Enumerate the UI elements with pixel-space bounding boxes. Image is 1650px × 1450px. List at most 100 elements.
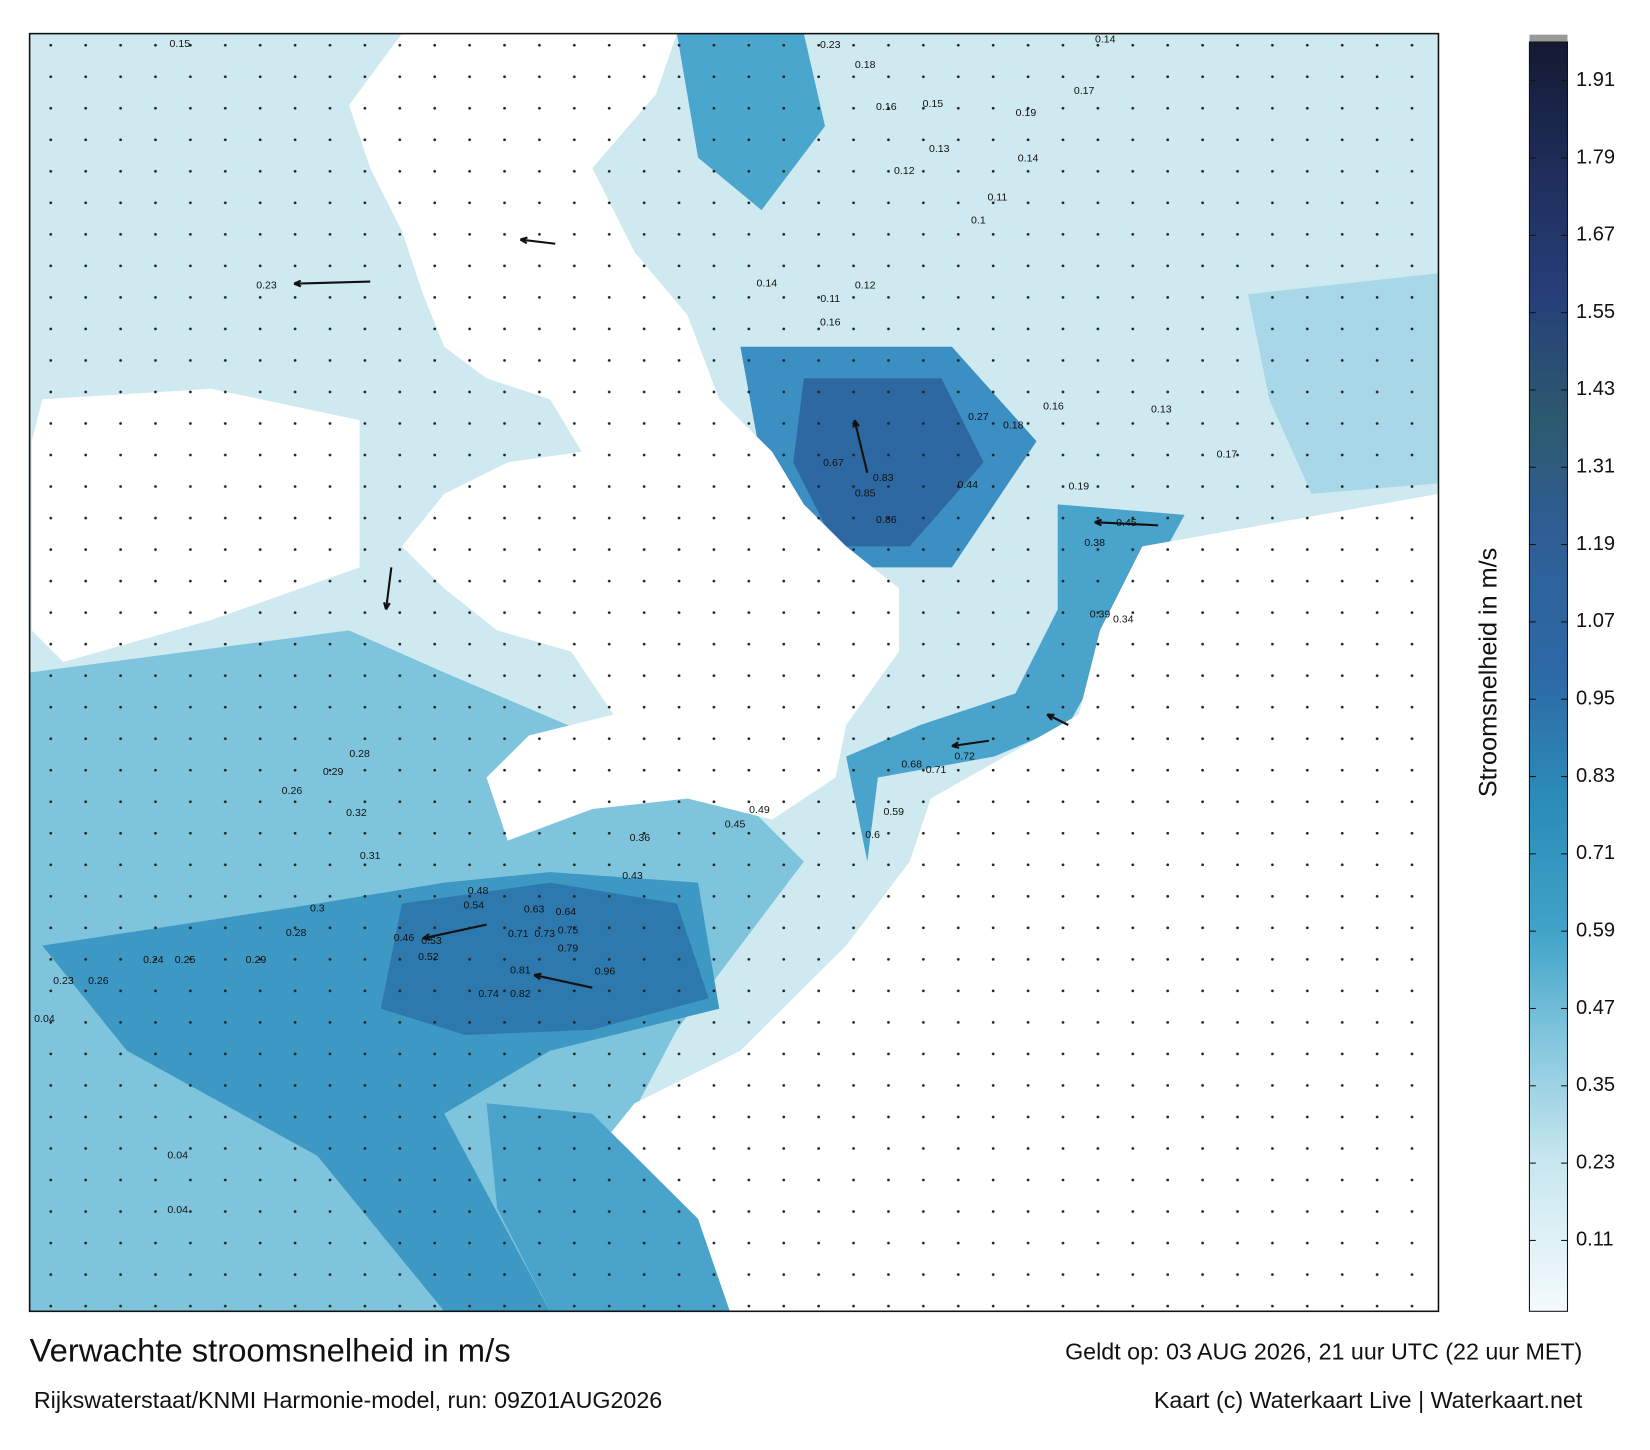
speed-label: 0.12 [894, 165, 915, 177]
current-arrow [422, 923, 487, 940]
speed-label: 0.81 [510, 965, 531, 977]
arrow-head [422, 933, 431, 941]
speed-label: 0.63 [524, 904, 545, 916]
current-arrow [1046, 713, 1069, 726]
speed-label: 0.6 [865, 829, 880, 841]
speed-label: 0.96 [595, 966, 616, 978]
speed-label: 0.82 [510, 988, 531, 1000]
speed-label: 0.45 [725, 819, 746, 831]
speed-label: 0.04 [167, 1204, 188, 1216]
speed-label: 0.79 [558, 943, 579, 955]
speed-label: 0.13 [929, 143, 950, 155]
speed-label: 0.04 [34, 1013, 55, 1025]
speed-label: 0.43 [622, 870, 643, 882]
colorbar-tick-label: 0.11 [1576, 1229, 1614, 1251]
speed-label: 0.31 [360, 850, 381, 862]
speed-label: 0.14 [1018, 152, 1039, 164]
arrow-head [951, 741, 960, 749]
colorbar-tick-label: 0.47 [1576, 997, 1615, 1019]
speed-label: 0.59 [883, 806, 904, 818]
map-frame [28, 32, 1440, 1313]
speed-label: 0.17 [1217, 449, 1238, 461]
speed-label: 0.36 [630, 832, 651, 844]
source: Rijkswaterstaat/KNMI Harmonie-model, run… [34, 1387, 662, 1413]
colorbar-tick-label: 0.95 [1576, 688, 1615, 710]
colorbar-tick-label: 0.59 [1576, 920, 1615, 942]
colorbar-tick-label: 0.71 [1576, 842, 1615, 864]
speed-label: 0.52 [418, 951, 439, 963]
colorbar-tick-label: 1.43 [1576, 378, 1615, 400]
colorbar-tick-label: 1.91 [1576, 69, 1615, 91]
colorbar-tick-label: 0.23 [1576, 1151, 1615, 1173]
speed-label: 0.29 [246, 954, 267, 966]
speed-label: 0.71 [926, 764, 947, 776]
speed-label: 0.14 [757, 277, 778, 289]
colorbar-tick-label: 1.31 [1576, 456, 1615, 478]
speed-label: 0.04 [167, 1150, 188, 1162]
speed-label: 0.27 [968, 411, 989, 423]
speed-label: 0.15 [923, 98, 944, 110]
current-arrow [385, 567, 393, 610]
title: Verwachte stroomsnelheid in m/s [30, 1332, 511, 1369]
speed-label: 0.16 [820, 316, 841, 328]
arrow-head [293, 279, 302, 288]
speed-label: 0.18 [855, 59, 876, 71]
current-arrow [520, 238, 556, 245]
speed-label: 0.86 [876, 514, 897, 526]
speed-label: 0.32 [346, 807, 367, 819]
speed-label: 0.23 [820, 39, 841, 51]
current-arrow [294, 280, 371, 285]
speed-label: 0.28 [349, 748, 370, 760]
speed-label: 0.23 [53, 975, 74, 987]
speed-label: 0.13 [1151, 404, 1172, 416]
arrow-head [383, 602, 391, 610]
speed-label: 0.44 [958, 479, 979, 491]
current-arrow [951, 739, 990, 748]
speed-label: 0.34 [1113, 614, 1134, 626]
speed-label: 0.73 [534, 928, 555, 940]
speed-label: 0.68 [901, 759, 922, 771]
current-arrow [1094, 521, 1159, 527]
speed-label: 0.71 [508, 928, 529, 940]
speed-label: 0.15 [170, 38, 191, 50]
speed-label: 0.54 [464, 900, 485, 912]
speed-label: 0.49 [749, 804, 770, 816]
speed-label: 0.24 [143, 954, 164, 966]
arrow-head [852, 419, 860, 428]
colorbar-label: Stroomsnelheid in m/s [1475, 548, 1503, 797]
speed-label: 0.72 [954, 750, 975, 762]
colorbar-tick-label: 0.83 [1576, 765, 1615, 787]
colorbar-ticks: 0.11 0.23 0.35 0.47 0.59 0.71 0.83 0.95 1.07 1.19… [1529, 69, 1615, 1251]
colorbar-tick-label: 1.79 [1576, 146, 1615, 168]
arrow-head [1046, 713, 1055, 721]
current-arrows [293, 236, 1159, 989]
arrow-head [533, 972, 542, 981]
speed-label: 0.53 [421, 935, 442, 947]
speed-label: 0.19 [1016, 107, 1037, 119]
speed-label: 0.64 [556, 906, 577, 918]
colorbar-tick-label: 1.55 [1576, 301, 1615, 323]
speed-label: 0.48 [468, 885, 489, 897]
speed-label: 0.85 [855, 488, 876, 500]
speed-label: 0.3 [310, 903, 325, 915]
speed-label: 0.17 [1074, 85, 1095, 97]
speed-label: 0.74 [478, 988, 499, 1000]
speed-label: 0.25 [175, 954, 196, 966]
speed-label: 0.16 [876, 101, 897, 113]
speed-label: 0.83 [873, 472, 894, 484]
colorbar-tick-label: 1.67 [1576, 224, 1615, 246]
current-arrow [853, 420, 869, 474]
speed-label: 0.12 [855, 280, 876, 292]
valid-time: Geldt op: 03 AUG 2026, 21 uur UTC (22 uu… [1065, 1339, 1582, 1365]
colorbar-tick-label: 1.07 [1576, 610, 1615, 632]
map-area: 0.15 0.23 0.45 0.67 0.83 0.85 0.86 0.27 0.44 0.71… [29, 33, 1439, 1312]
speed-label: 0.26 [88, 975, 109, 987]
speed-label: 0.1 [971, 214, 986, 226]
arrow-head [519, 236, 528, 245]
current-vectors [29, 33, 1439, 1312]
speed-label: 0.39 [1090, 608, 1111, 620]
speed-label: 0.11 [820, 293, 840, 305]
colorbar-tick-label: 1.19 [1576, 533, 1615, 555]
